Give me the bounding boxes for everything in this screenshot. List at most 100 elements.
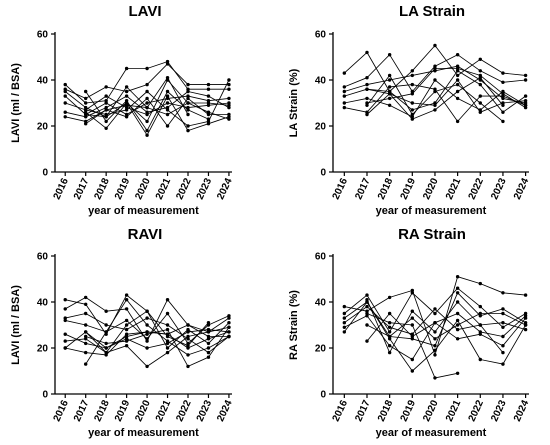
x-tick-label: 2024 (512, 398, 532, 423)
series-line (366, 68, 526, 108)
data-point (455, 323, 460, 327)
panel-title: RAVI (128, 226, 163, 243)
data-point (455, 53, 460, 57)
data-point (186, 108, 190, 112)
y-tick-label: 60 (37, 252, 49, 263)
data-point (63, 115, 67, 119)
data-point (342, 330, 347, 334)
x-tick-label: 2020 (421, 176, 441, 201)
data-point (342, 101, 347, 105)
data-point (186, 323, 190, 327)
data-point (387, 295, 392, 300)
data-point (165, 327, 170, 332)
data-point (501, 325, 505, 329)
data-point (83, 96, 88, 101)
data-point (387, 96, 392, 101)
data-point (478, 101, 482, 105)
data-point (206, 334, 211, 339)
data-point (523, 316, 528, 320)
data-point (124, 344, 129, 348)
x-tick-label: 2018 (93, 398, 113, 423)
data-point (478, 73, 482, 78)
x-tick-label: 2023 (489, 176, 509, 201)
y-tick-label: 0 (320, 168, 326, 179)
data-point (83, 350, 88, 355)
data-point (227, 325, 231, 329)
x-tick-label: 2020 (133, 176, 153, 201)
x-tick-label: 2019 (113, 176, 133, 201)
data-point (63, 332, 67, 336)
x-tick-label: 2019 (399, 398, 419, 423)
data-point (145, 316, 149, 320)
y-tick-label: 60 (315, 30, 327, 41)
data-point (124, 337, 129, 341)
data-point (165, 89, 170, 94)
data-point (104, 341, 108, 346)
data-point (63, 94, 67, 98)
data-point (165, 62, 170, 66)
data-point (145, 89, 149, 94)
data-point (165, 94, 170, 98)
panel-ra-strain: RA Strain RA Strain (%) year of measurem… (288, 226, 532, 439)
x-tick-label: 2020 (133, 398, 153, 423)
data-point (501, 92, 505, 96)
data-point (145, 323, 149, 327)
x-tick-label: 2024 (215, 398, 235, 423)
data-point (433, 376, 437, 380)
data-point (186, 101, 190, 105)
series-line (85, 97, 229, 127)
data-point (104, 126, 108, 130)
data-point (523, 99, 528, 103)
data-point (455, 119, 460, 124)
data-point (227, 101, 231, 105)
data-point (478, 357, 482, 362)
data-point (145, 332, 149, 336)
panel-lavi: LAVI LAVI (ml / BSA) year of measurement… (10, 3, 235, 217)
data-point (387, 73, 392, 78)
data-point (145, 110, 149, 114)
data-point (501, 103, 505, 108)
data-point (227, 314, 231, 318)
data-point (433, 78, 437, 82)
x-tick-label: 2020 (421, 398, 441, 423)
x-tick-label: 2017 (72, 176, 92, 201)
data-point (433, 108, 437, 112)
data-point (387, 78, 392, 82)
data-point (455, 291, 460, 295)
x-tick-label: 2021 (154, 398, 174, 423)
y-tick-label: 40 (37, 298, 49, 309)
data-point (63, 82, 67, 87)
data-point (63, 101, 67, 105)
x-axis-label: year of measurement (88, 427, 199, 439)
data-point (387, 85, 392, 89)
data-point (387, 311, 392, 316)
data-point (365, 323, 369, 327)
data-point (455, 300, 460, 304)
data-point (63, 346, 67, 350)
series-line (366, 292, 526, 347)
y-tick-label: 20 (315, 122, 327, 133)
data-point (165, 298, 170, 302)
x-tick-label: 2021 (154, 176, 174, 201)
data-point (83, 112, 88, 117)
y-tick-label: 40 (315, 76, 327, 87)
data-point (410, 337, 415, 341)
data-point (227, 112, 231, 117)
data-point (501, 350, 505, 355)
data-point (433, 348, 437, 352)
data-point (455, 318, 460, 323)
x-tick-label: 2018 (376, 176, 396, 201)
data-point (455, 66, 460, 71)
data-point (186, 96, 190, 101)
data-point (455, 371, 460, 375)
series-line (85, 77, 189, 118)
data-point (63, 89, 67, 94)
data-point (165, 346, 170, 350)
y-tick-label: 40 (315, 298, 327, 309)
data-point (501, 291, 505, 295)
data-point (410, 117, 415, 121)
y-tick-label: 0 (42, 390, 48, 401)
data-point (104, 108, 108, 112)
data-point (455, 311, 460, 316)
data-point (124, 115, 129, 119)
